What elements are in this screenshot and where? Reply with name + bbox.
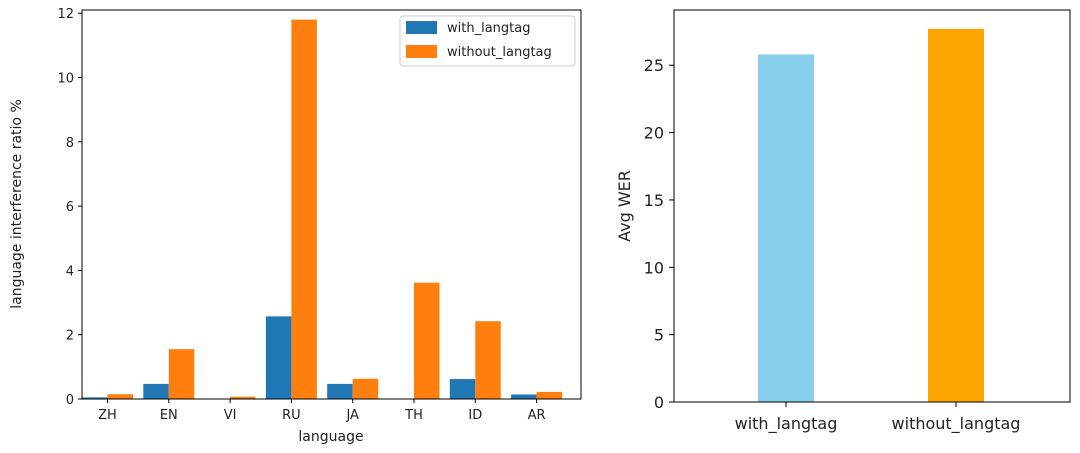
y-tick-label: 20 xyxy=(644,124,664,143)
avg-wer-chart: 0 5 10 15 20 25 with_langtag without_langtag A… xyxy=(615,9,1071,434)
y-axis-ticks: 0 2 4 6 8 10 12 xyxy=(57,7,82,408)
y-tick-label: 4 xyxy=(66,264,74,279)
bar-without-langtag-vi xyxy=(230,396,256,399)
y-tick-label: 15 xyxy=(644,191,664,210)
x-axis-ticks: ZH EN VI RU JA TH ID AR xyxy=(98,399,546,423)
language-interference-chart: 0 2 4 6 8 10 12 ZH EN VI RU JA TH ID AR language lang… xyxy=(9,7,582,445)
x-tick-label: VI xyxy=(224,408,237,423)
y-tick-label: 10 xyxy=(57,72,74,87)
y-tick-label: 25 xyxy=(644,56,664,75)
x-tick-label: without_langtag xyxy=(892,414,1021,434)
plot-frame xyxy=(81,9,582,400)
y-tick-label: 8 xyxy=(66,136,74,151)
bar-without-langtag-ru xyxy=(291,19,317,400)
x-tick-label: with_langtag xyxy=(735,414,838,434)
y-tick-label: 6 xyxy=(66,200,74,215)
bar-with-langtag-en xyxy=(143,383,169,399)
x-axis-ticks: with_langtag without_langtag xyxy=(735,402,1021,434)
x-tick-label: TH xyxy=(404,408,423,423)
bar-without-langtag-th xyxy=(414,282,440,399)
legend: with_langtag without_langtag xyxy=(399,15,576,67)
legend-label-with-langtag: with_langtag xyxy=(447,21,530,36)
bar-with-langtag-ja xyxy=(327,383,353,399)
plot-frame xyxy=(673,9,1071,403)
y-tick-label: 12 xyxy=(57,7,74,22)
bar-without-langtag-ar xyxy=(536,391,563,399)
y-tick-label: 10 xyxy=(644,258,664,277)
bar-without-langtag-en xyxy=(168,349,195,399)
bar-without-langtag-zh xyxy=(107,394,133,399)
legend-box xyxy=(399,15,576,67)
bars xyxy=(758,28,984,403)
x-tick-label: ZH xyxy=(98,408,117,423)
x-tick-label: EN xyxy=(160,408,178,423)
x-tick-label: ID xyxy=(468,408,482,423)
x-tick-label: JA xyxy=(345,408,359,423)
y-axis-label: Avg WER xyxy=(615,170,634,242)
bar-with-langtag xyxy=(758,54,814,402)
y-axis-ticks: 0 5 10 15 20 25 xyxy=(644,56,674,412)
bar-with-langtag-ru xyxy=(265,316,292,399)
y-axis-label: language interference ratio % xyxy=(9,99,25,309)
bar-with-langtag-id xyxy=(449,379,476,399)
bar-with-langtag-ar xyxy=(511,394,537,399)
x-tick-label: AR xyxy=(528,408,546,423)
x-axis-label: language xyxy=(298,429,363,445)
legend-swatch-with-langtag xyxy=(406,21,437,34)
bar-without-langtag-ja xyxy=(352,378,379,399)
y-tick-label: 5 xyxy=(654,326,664,345)
bar-with-langtag-zh xyxy=(82,397,108,399)
bar-without-langtag-id xyxy=(475,321,501,399)
legend-swatch-without-langtag xyxy=(406,45,437,58)
y-tick-label: 0 xyxy=(654,393,664,412)
x-tick-label: RU xyxy=(282,408,301,423)
y-tick-label: 2 xyxy=(66,329,74,344)
y-tick-label: 0 xyxy=(66,393,74,408)
legend-label-without-langtag: without_langtag xyxy=(447,45,552,60)
bar-without-langtag xyxy=(928,28,984,403)
bars xyxy=(82,19,563,400)
